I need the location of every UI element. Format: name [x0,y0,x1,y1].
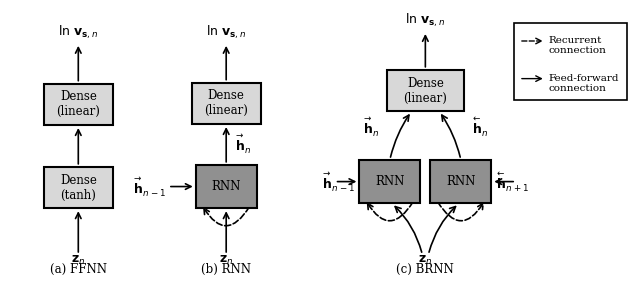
Text: $\ln\,\mathbf{v}_{\mathbf{s},n}$: $\ln\,\mathbf{v}_{\mathbf{s},n}$ [58,24,98,41]
Text: RNN: RNN [375,175,404,188]
Text: $\mathbf{z}_n$: $\mathbf{z}_n$ [418,254,433,267]
FancyBboxPatch shape [44,167,113,208]
FancyBboxPatch shape [387,70,464,111]
Text: $\overset{\rightarrow}{\mathbf{h}}_{n-1}$: $\overset{\rightarrow}{\mathbf{h}}_{n-1}… [322,169,355,194]
FancyBboxPatch shape [514,23,628,100]
Text: $\ln\,\mathbf{v}_{\mathbf{s},n}$: $\ln\,\mathbf{v}_{\mathbf{s},n}$ [206,24,246,41]
Text: $\overset{\rightarrow}{\mathbf{h}}_{n-1}$: $\overset{\rightarrow}{\mathbf{h}}_{n-1}… [132,175,166,199]
Text: (b) RNN: (b) RNN [201,263,251,276]
FancyBboxPatch shape [196,165,256,208]
Text: RNN: RNN [212,180,241,193]
Text: $\overset{\rightarrow}{\mathbf{h}}_{n}$: $\overset{\rightarrow}{\mathbf{h}}_{n}$ [234,132,252,156]
Text: RNN: RNN [446,175,475,188]
Text: Dense
(linear): Dense (linear) [56,90,100,118]
FancyBboxPatch shape [191,83,261,124]
Text: $\overset{\leftarrow}{\mathbf{h}}_{n}$: $\overset{\leftarrow}{\mathbf{h}}_{n}$ [471,115,489,139]
FancyBboxPatch shape [430,160,491,203]
Text: Feed-forward
connection: Feed-forward connection [549,74,619,93]
FancyBboxPatch shape [359,160,420,203]
FancyBboxPatch shape [44,83,113,125]
Text: Dense
(linear): Dense (linear) [403,76,447,105]
Text: Recurrent
connection: Recurrent connection [549,36,607,56]
Text: $\mathbf{z}_n$: $\mathbf{z}_n$ [219,254,234,267]
Text: $\overset{\rightarrow}{\mathbf{h}}_{n}$: $\overset{\rightarrow}{\mathbf{h}}_{n}$ [362,115,380,139]
Text: $\ln\,\mathbf{v}_{\mathbf{s},n}$: $\ln\,\mathbf{v}_{\mathbf{s},n}$ [405,12,445,29]
Text: Dense
(linear): Dense (linear) [204,89,248,117]
Text: $\mathbf{z}_n$: $\mathbf{z}_n$ [71,254,85,267]
Text: Dense
(tanh): Dense (tanh) [60,173,97,202]
Text: (a) FFNN: (a) FFNN [50,263,107,276]
Text: $\overset{\leftarrow}{\mathbf{h}}_{n+1}$: $\overset{\leftarrow}{\mathbf{h}}_{n+1}$ [495,169,530,194]
Text: (c) BRNN: (c) BRNN [396,263,454,276]
